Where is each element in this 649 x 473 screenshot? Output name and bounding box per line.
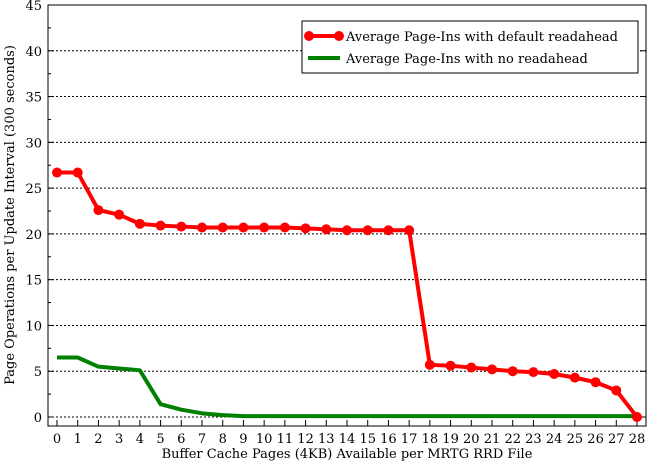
x-tick-label: 20 [463, 432, 480, 447]
y-tick-label: 40 [25, 45, 42, 60]
y-axis-label: Page Operations per Update Interval (300… [3, 45, 18, 385]
x-tick-label: 28 [629, 432, 646, 447]
y-tick-label: 25 [25, 182, 42, 197]
data-point [217, 222, 228, 233]
x-axis-label: Buffer Cache Pages (4KB) Available per M… [162, 447, 533, 462]
data-point [383, 225, 394, 236]
x-tick-label: 27 [608, 432, 625, 447]
x-tick-label: 7 [198, 432, 206, 447]
x-tick-label: 21 [484, 432, 501, 447]
y-tick-label: 0 [34, 411, 42, 426]
series-line [57, 355, 637, 419]
legend-box [301, 20, 639, 74]
x-tick-label: 26 [587, 432, 604, 447]
y-tick-label: 35 [25, 91, 42, 106]
data-point [487, 364, 497, 375]
legend-label: Average Page-Ins with no readahead [345, 52, 588, 67]
x-tick-label: 17 [401, 432, 418, 447]
x-tick-label: 18 [422, 432, 439, 447]
x-tick-label: 14 [339, 432, 356, 447]
x-tick-label: 25 [567, 432, 584, 447]
x-tick-label: 24 [546, 432, 563, 447]
x-tick-label: 23 [525, 432, 542, 447]
legend-marker [304, 31, 314, 41]
legend-marker [334, 31, 344, 41]
x-tick-label: 10 [256, 432, 273, 447]
y-tick-label: 30 [25, 136, 42, 151]
data-point [424, 359, 435, 370]
x-tick-label: 4 [136, 432, 144, 447]
y-tick-label: 10 [25, 319, 42, 334]
data-point [114, 209, 125, 220]
y-tick-label: 5 [34, 365, 42, 380]
y-tick-label: 20 [25, 228, 42, 243]
data-point [155, 220, 166, 231]
y-tick-label: 15 [25, 274, 42, 289]
x-tick-label: 2 [94, 432, 102, 447]
data-point [590, 377, 601, 388]
data-point [362, 225, 373, 236]
x-tick-label: 1 [74, 432, 82, 447]
data-point [507, 366, 518, 377]
legend-label: Average Page-Ins with default readahead [345, 30, 618, 45]
x-tick-label: 12 [297, 432, 314, 447]
series [52, 167, 642, 422]
data-point [134, 218, 145, 229]
data-point [300, 223, 311, 234]
x-tick-label: 3 [115, 432, 123, 447]
x-tick-label: 6 [177, 432, 185, 447]
data-point [528, 367, 539, 378]
x-tick-label: 11 [277, 432, 294, 447]
data-point [611, 385, 622, 396]
data-point [72, 167, 83, 178]
x-tick-label: 8 [219, 432, 227, 447]
data-point [197, 222, 207, 233]
x-tick-label: 19 [442, 432, 459, 447]
data-point [238, 222, 249, 233]
x-tick-label: 9 [239, 432, 247, 447]
x-tick-label: 5 [156, 432, 164, 447]
data-point [176, 221, 187, 232]
data-point [321, 224, 332, 235]
x-tick-label: 13 [318, 432, 335, 447]
data-point [569, 372, 580, 383]
data-point [93, 205, 104, 216]
data-point [259, 222, 270, 233]
data-point [404, 225, 415, 236]
data-point [342, 225, 352, 236]
data-point [549, 368, 560, 379]
x-tick-label: 15 [359, 432, 376, 447]
x-tick-label: 0 [53, 432, 61, 447]
data-point [466, 362, 477, 373]
data-point [632, 412, 642, 422]
data-point [445, 360, 456, 371]
x-tick-label: 16 [380, 432, 397, 447]
legend: Average Page-Ins with default readahead A… [301, 20, 639, 74]
data-point [279, 222, 290, 233]
x-tick-label: 22 [504, 432, 521, 447]
data-point [52, 167, 62, 178]
y-tick-label: 45 [25, 0, 42, 14]
